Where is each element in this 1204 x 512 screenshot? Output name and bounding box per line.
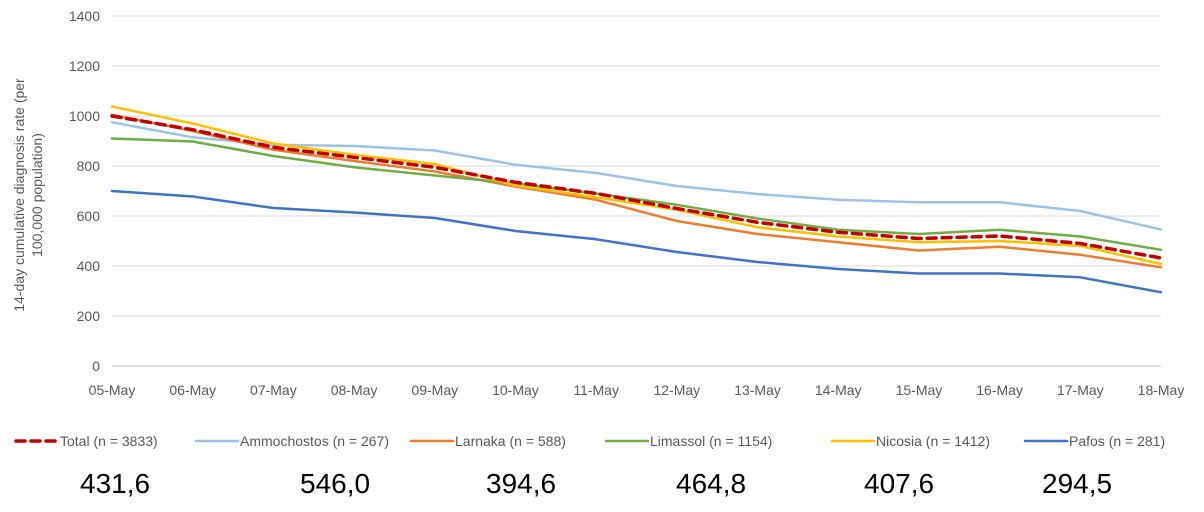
series-line [110,105,1163,266]
summary-value: 464,8 [676,468,747,499]
y-tick-label: 0 [92,358,100,374]
series-line [110,189,1163,294]
x-tick-label: 11-May [573,382,619,398]
summary-value: 546,0 [300,468,371,499]
summary-value: 294,5 [1042,468,1113,499]
legend: Total (n = 3833) Ammochostos (n = 267) Lar… [14,433,1165,449]
x-tick-label: 18-May [1138,382,1185,398]
legend-label: Total (n = 3833) [60,433,158,449]
x-tick-label: 17-May [1057,382,1104,398]
x-tick-label: 06-May [169,382,216,398]
y-axis-title: 14-day cumulative diagnosis rate (per 100… [11,78,45,312]
y-tick-label: 1400 [69,8,100,24]
x-tick-label: 15-May [896,382,943,398]
summary-value: 407,6 [864,468,935,499]
x-tick-label: 05-May [89,382,136,398]
x-tick-label: 16-May [976,382,1023,398]
y-tick-label: 400 [77,258,101,274]
y-axis-ticks: 0 200 400 600 800 1000 1200 1400 [69,8,100,374]
y-tick-label: 200 [77,308,101,324]
legend-label: Ammochostos (n = 267) [240,433,389,449]
y-tick-label: 800 [77,158,101,174]
legend-label: Nicosia (n = 1412) [876,433,990,449]
x-tick-label: 12-May [654,382,701,398]
y-tick-label: 600 [77,208,101,224]
x-tick-label: 13-May [734,382,781,398]
y-axis-title-line: 14-day cumulative diagnosis rate (per [11,78,27,312]
y-tick-label: 1200 [69,58,100,74]
summary-values-row: 431,6 546,0 394,6 464,8 407,6 294,5 [0,468,1204,512]
y-axis-title-line: 100,000 population) [29,133,45,257]
y-tick-label: 1000 [69,108,100,124]
x-axis-ticks: 05-May 06-May 07-May 08-May 09-May 10-May 11-M… [89,382,1185,398]
series-line [110,121,1163,231]
series-line [110,114,1163,260]
x-tick-label: 07-May [250,382,297,398]
legend-label: Larnaka (n = 588) [455,433,566,449]
series-line [110,113,1163,269]
x-tick-label: 09-May [411,382,458,398]
line-chart: 0 200 400 600 800 1000 1200 1400 05-May 06-May 07… [11,8,1185,449]
series-lines [110,105,1163,294]
series-line [110,137,1163,252]
legend-label: Pafos (n = 281) [1069,433,1165,449]
gridlines [112,15,1161,367]
x-tick-label: 14-May [815,382,862,398]
legend-label: Limassol (n = 1154) [650,433,772,449]
x-tick-label: 10-May [492,382,539,398]
summary-value: 431,6 [80,468,151,499]
summary-value: 394,6 [486,468,557,499]
x-tick-label: 08-May [331,382,378,398]
